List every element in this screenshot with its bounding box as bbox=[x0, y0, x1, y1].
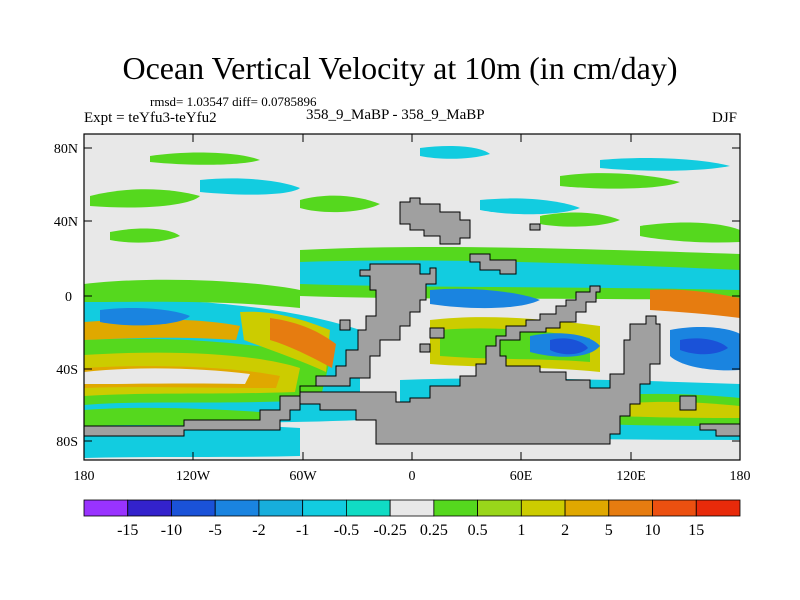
field-blue-trop-1 bbox=[430, 288, 540, 309]
season-label: DJF bbox=[712, 110, 738, 126]
colorbar: -15 -10 -5 -2 -1 -0.5 -0.25 0.25 0.5 1 2 5 10 15 bbox=[83, 499, 741, 539]
x-tick-label: 120E bbox=[616, 469, 646, 484]
field-green-north-6 bbox=[640, 222, 740, 243]
map-plot bbox=[84, 134, 740, 460]
colorbar-swatch bbox=[652, 499, 697, 517]
colorbar-swatch bbox=[389, 499, 435, 517]
y-tick-label: 40S bbox=[56, 363, 78, 378]
field-cyan-north-4 bbox=[480, 198, 580, 215]
colorbar-swatch bbox=[83, 499, 129, 517]
colorbar-swatch bbox=[608, 499, 653, 517]
colorbar-label: 15 bbox=[688, 522, 704, 539]
colorbar-label: 1 bbox=[517, 522, 525, 539]
colorbar-label: -1 bbox=[296, 522, 309, 539]
field-cyan-north-3 bbox=[600, 158, 730, 171]
land-tail-west bbox=[84, 395, 301, 437]
colorbar-swatch bbox=[520, 499, 566, 517]
colorbar-swatch bbox=[258, 499, 304, 517]
field-green-north-7 bbox=[540, 212, 620, 227]
colorbar-swatch bbox=[171, 499, 216, 517]
colorbar-label: 2 bbox=[561, 522, 569, 539]
colorbar-label: -0.5 bbox=[334, 522, 359, 539]
x-tick-label: 0 bbox=[409, 469, 416, 484]
field-green-north-1 bbox=[90, 189, 200, 208]
land-north-2 bbox=[469, 253, 517, 275]
colorbar-label: -5 bbox=[209, 522, 222, 539]
field-dkblue-west-pac bbox=[680, 338, 728, 355]
x-tick-label: 60W bbox=[289, 469, 317, 484]
colorbar-swatch bbox=[302, 499, 347, 517]
land-island-1 bbox=[339, 319, 351, 331]
land-north-1 bbox=[399, 197, 471, 245]
colorbar-label: -0.25 bbox=[373, 522, 406, 539]
experiment-label: Expt = teYfu3-teYfu2 bbox=[84, 110, 217, 126]
land-south-continent bbox=[299, 263, 661, 445]
field-cyan-north-2 bbox=[420, 146, 490, 159]
colorbar-label: -2 bbox=[252, 522, 265, 539]
land-east-tip bbox=[699, 423, 740, 437]
field-green-north-5 bbox=[560, 173, 680, 189]
colorbar-label: 0.5 bbox=[468, 522, 488, 539]
y-tick-label: 0 bbox=[65, 290, 72, 305]
field-green-north-3 bbox=[300, 195, 380, 213]
x-tick-label: 120W bbox=[176, 469, 211, 484]
stats-label: rmsd= 1.03547 diff= 0.0785896 bbox=[150, 94, 317, 109]
x-axis bbox=[83, 134, 632, 460]
x-tick-label: 60E bbox=[510, 469, 533, 484]
colorbar-label: 5 bbox=[605, 522, 613, 539]
colorbar-swatch bbox=[214, 499, 260, 517]
field-green-north-2 bbox=[150, 152, 260, 165]
y-tick-label: 80S bbox=[56, 435, 78, 450]
y-tick-label: 40N bbox=[54, 215, 78, 230]
colorbar-label: -15 bbox=[117, 522, 138, 539]
colorbar-label: 0.25 bbox=[420, 522, 448, 539]
land-island-2 bbox=[429, 327, 445, 339]
field-orange-east-pac bbox=[270, 318, 336, 368]
x-tick-label: 180 bbox=[74, 469, 95, 484]
field-orange-west-pac bbox=[650, 289, 740, 318]
field-green-eq bbox=[84, 279, 300, 308]
field-blue-pac bbox=[100, 308, 190, 326]
y-axis bbox=[84, 147, 740, 442]
land-small-east bbox=[679, 395, 697, 411]
colorbar-swatch bbox=[345, 499, 391, 517]
field-white-south bbox=[84, 368, 250, 384]
colorbar-label: 10 bbox=[645, 522, 661, 539]
colorbar-swatch bbox=[477, 499, 522, 517]
field-cyan-north-1 bbox=[200, 178, 300, 195]
colorbar-swatch bbox=[127, 499, 172, 517]
field-dkblue-indian bbox=[550, 338, 588, 355]
land-masses bbox=[84, 197, 740, 445]
land-island-3 bbox=[419, 343, 431, 353]
land-north-3 bbox=[529, 223, 541, 231]
y-tick-label: 80N bbox=[54, 142, 78, 157]
colorbar-swatch bbox=[695, 499, 741, 517]
map-title: Ocean Vertical Velocity at 10m (in cm/da… bbox=[122, 50, 678, 86]
field-green-north-4 bbox=[110, 228, 180, 243]
colorbar-swatch bbox=[433, 499, 479, 517]
colorbar-label: -10 bbox=[161, 522, 182, 539]
x-tick-label: 180 bbox=[730, 469, 751, 484]
colorbar-swatch bbox=[564, 499, 610, 517]
center-label: 358_9_MaBP - 358_9_MaBP bbox=[306, 107, 485, 123]
